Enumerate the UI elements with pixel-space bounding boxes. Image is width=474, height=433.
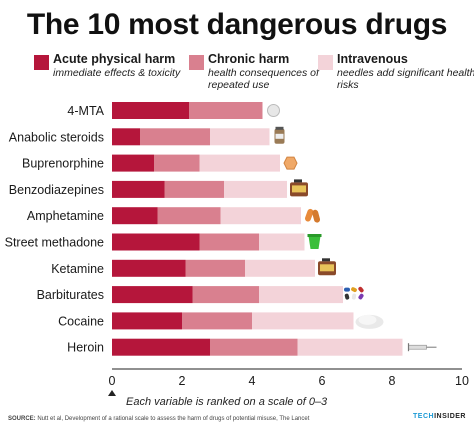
bar-barbiturates-intravenous bbox=[259, 286, 343, 304]
bar-amphetamine-intravenous bbox=[220, 207, 301, 225]
bar-ketamine-intravenous bbox=[245, 259, 315, 277]
cup-icon bbox=[307, 234, 322, 249]
y-label-buprenorphine: Buprenorphine bbox=[22, 157, 104, 171]
y-label-benzodiazepines: Benzodiazepines bbox=[9, 183, 104, 197]
bar-street-methadone-acute-physical-harm bbox=[112, 233, 200, 251]
bar-benzodiazepines-acute-physical-harm bbox=[112, 180, 165, 198]
bar-anabolic-steroids-intravenous bbox=[210, 128, 270, 146]
bar-cocaine-intravenous bbox=[252, 312, 354, 330]
powder-icon bbox=[355, 314, 384, 329]
legend-swatch-chronic bbox=[189, 55, 204, 70]
bar-ketamine-chronic-harm bbox=[185, 259, 245, 277]
y-label-street-methadone: Street methadone bbox=[5, 236, 104, 250]
brand-logo: TECHINSIDER bbox=[413, 413, 466, 420]
bar-benzodiazepines-chronic-harm bbox=[164, 180, 224, 198]
bar-street-methadone-chronic-harm bbox=[199, 233, 259, 251]
bar-anabolic-steroids-acute-physical-harm bbox=[112, 128, 140, 146]
legend-label-intravenous: Intravenous bbox=[337, 52, 408, 66]
legend-swatch-acute bbox=[34, 55, 49, 70]
x-tick-8: 8 bbox=[389, 374, 396, 388]
y-label-anabolic-steroids: Anabolic steroids bbox=[9, 130, 104, 144]
bar-amphetamine-acute-physical-harm bbox=[112, 207, 158, 225]
legend-desc-intravenous: needles add significant health risks bbox=[337, 67, 474, 91]
bottle-icon bbox=[318, 258, 336, 276]
bar-buprenorphine-acute-physical-harm bbox=[112, 154, 154, 172]
bar-cocaine-acute-physical-harm bbox=[112, 312, 182, 330]
bar-barbiturates-acute-physical-harm bbox=[112, 286, 193, 304]
y-label-4-mta: 4-MTA bbox=[67, 104, 104, 118]
bar-buprenorphine-chronic-harm bbox=[154, 154, 200, 172]
axis-origin-arrow bbox=[108, 390, 116, 396]
source-label: SOURCE: bbox=[8, 416, 36, 422]
y-label-barbiturates: Barbiturates bbox=[37, 288, 104, 302]
vial-icon bbox=[274, 126, 285, 144]
scale-note: Each variable is ranked on a scale of 0–… bbox=[126, 396, 328, 408]
chart-title: The 10 most dangerous drugs bbox=[26, 8, 448, 41]
pill-icon bbox=[283, 156, 298, 170]
syringe-icon bbox=[407, 343, 437, 352]
y-label-ketamine: Ketamine bbox=[51, 262, 104, 276]
source-text: Nutt et al, Development of a rational sc… bbox=[37, 416, 310, 422]
capsule-icon bbox=[304, 208, 321, 223]
x-tick-6: 6 bbox=[319, 374, 326, 388]
legend-swatch-intravenous bbox=[318, 55, 333, 70]
bottle-icon bbox=[290, 179, 308, 197]
bar-street-methadone-intravenous bbox=[259, 233, 305, 251]
bar-buprenorphine-intravenous bbox=[199, 154, 280, 172]
bar-ketamine-acute-physical-harm bbox=[112, 259, 186, 277]
legend-desc-chronic: health consequences of repeated use bbox=[208, 67, 319, 91]
legend-label-chronic: Chronic harm bbox=[208, 52, 290, 66]
y-label-heroin: Heroin bbox=[67, 341, 104, 355]
legend-label-acute: Acute physical harm bbox=[53, 52, 176, 66]
bar-benzodiazepines-intravenous bbox=[224, 180, 287, 198]
y-label-amphetamine: Amphetamine bbox=[27, 209, 104, 223]
bar-amphetamine-chronic-harm bbox=[157, 207, 221, 225]
source-note: SOURCE: Nutt et al, Development of a rat… bbox=[8, 416, 309, 422]
bar-heroin-intravenous bbox=[297, 338, 403, 356]
bar-heroin-chronic-harm bbox=[210, 338, 298, 356]
bar-heroin-acute-physical-harm bbox=[112, 338, 210, 356]
x-tick-10: 10 bbox=[455, 374, 469, 388]
bar-4-mta-acute-physical-harm bbox=[112, 102, 189, 119]
x-tick-2: 2 bbox=[179, 374, 186, 388]
bar-4-mta-chronic-harm bbox=[189, 102, 263, 119]
pill-icon bbox=[267, 104, 280, 117]
brand-part-2: INSIDER bbox=[434, 413, 466, 420]
bar-barbiturates-chronic-harm bbox=[192, 286, 259, 304]
pills-icon bbox=[344, 286, 364, 300]
bar-anabolic-steroids-chronic-harm bbox=[140, 128, 210, 146]
brand-part-1: TECH bbox=[413, 413, 435, 420]
x-tick-0: 0 bbox=[109, 374, 116, 388]
bar-cocaine-chronic-harm bbox=[182, 312, 252, 330]
legend-desc-acute: immediate effects & toxicity bbox=[53, 67, 181, 79]
x-tick-4: 4 bbox=[249, 374, 256, 388]
y-label-cocaine: Cocaine bbox=[58, 314, 104, 328]
